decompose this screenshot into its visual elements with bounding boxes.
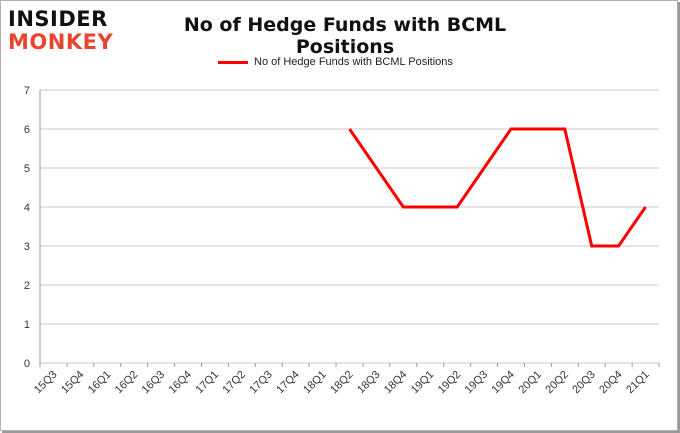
y-tick-label: 0 <box>24 358 30 370</box>
x-tick-label: 17Q3 <box>247 369 275 397</box>
y-tick-label: 7 <box>24 85 30 97</box>
insider-monkey-logo: INSIDER MONKEY <box>8 8 126 56</box>
x-tick-label: 19Q1 <box>409 369 437 397</box>
chart-title: No of Hedge Funds with BCML Positions <box>183 14 507 58</box>
series-line-0 <box>348 127 647 248</box>
x-tick-label: 16Q1 <box>86 369 114 397</box>
x-tick-label: 20Q2 <box>543 369 571 397</box>
y-tick-label: 1 <box>24 319 30 331</box>
x-tick-label: 18Q3 <box>355 369 383 397</box>
y-tick-label: 2 <box>24 280 30 292</box>
logo-text-insider: INSIDER <box>8 7 108 31</box>
y-tick-label: 6 <box>24 124 30 136</box>
y-tick-label: 5 <box>24 163 30 175</box>
x-tick-label: 19Q3 <box>463 369 491 397</box>
x-tick-label: 20Q3 <box>570 369 598 397</box>
x-tick-label: 20Q1 <box>516 369 544 397</box>
x-tick-label: 19Q2 <box>436 369 464 397</box>
legend-label: No of Hedge Funds with BCML Positions <box>254 56 453 68</box>
x-tick-label: 17Q1 <box>194 369 222 397</box>
x-tick-label: 18Q1 <box>301 369 329 397</box>
x-tick-label: 16Q3 <box>140 369 168 397</box>
x-tick-label: 18Q4 <box>382 369 410 397</box>
x-tick-label: 17Q2 <box>220 369 248 397</box>
x-tick-label: 19Q4 <box>490 369 518 397</box>
x-tick-label: 16Q4 <box>167 369 195 397</box>
y-tick-label: 3 <box>24 241 30 253</box>
x-tick-label: 18Q2 <box>328 369 356 397</box>
x-tick-label: 16Q2 <box>113 369 141 397</box>
x-tick-label: 21Q1 <box>624 369 652 397</box>
legend-line-swatch <box>218 60 248 64</box>
x-tick-label: 15Q4 <box>59 369 87 397</box>
x-tick-label: 20Q4 <box>597 369 625 397</box>
chart-legend: No of Hedge Funds with BCML Positions <box>218 56 453 68</box>
x-tick-label: 17Q4 <box>274 369 302 397</box>
y-tick-label: 4 <box>24 202 30 214</box>
logo-text-monkey: MONKEY <box>8 30 114 54</box>
x-tick-label: 15Q3 <box>32 369 60 397</box>
